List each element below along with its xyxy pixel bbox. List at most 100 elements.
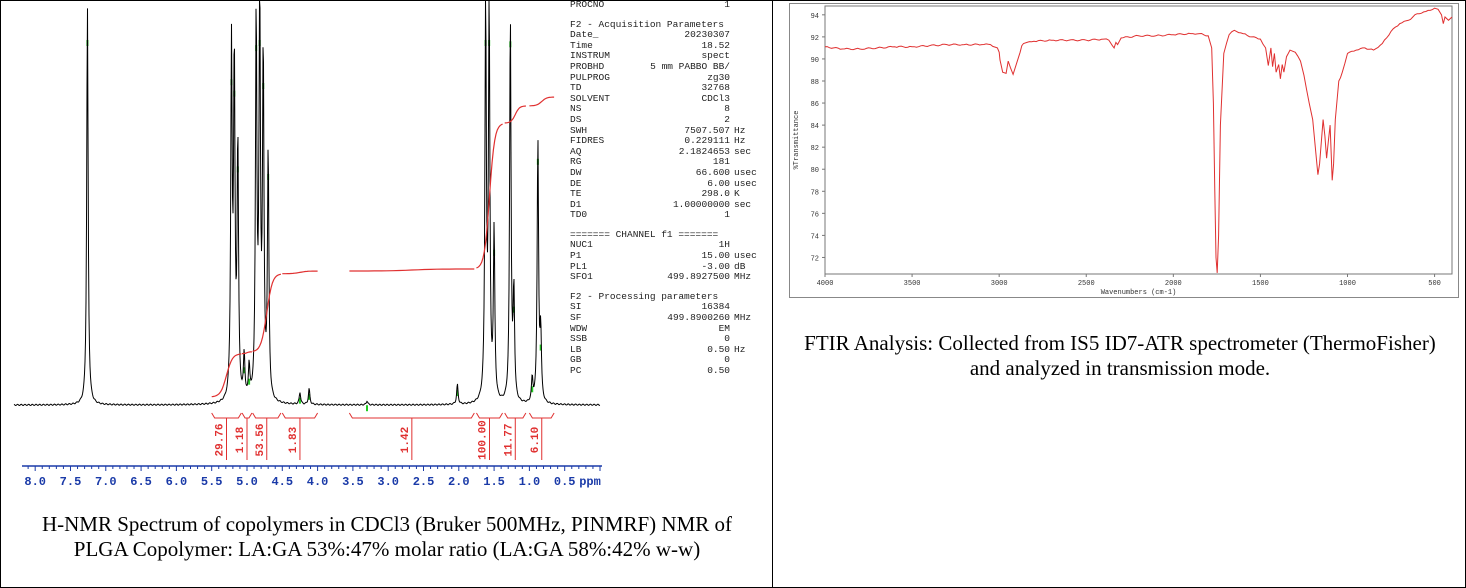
integral-bracket [476,413,502,418]
integral-label: 1.42 [400,427,412,453]
y-tick-label: 74 [811,233,819,241]
integral-bracket [349,413,474,418]
nmr-spectrum-line [14,0,600,406]
x-axis-label: ppm [579,475,601,489]
x-tick-label: 2.0 [448,475,470,489]
x-tick-label: 3.5 [342,475,364,489]
y-tick-label: 88 [811,79,819,87]
param-row: AQ 2.1824653 sec [570,147,765,158]
param-row: WDW EM [570,324,765,335]
param-unit [730,62,734,73]
x-tick-label: 0.5 [554,475,576,489]
param-unit [730,51,734,62]
ftir-caption: FTIR Analysis: Collected from IS5 ID7-AT… [790,331,1450,381]
integral-bracket [242,413,252,418]
param-unit: Hz [730,345,745,356]
acquisition-parameters: PROCNO 1 F2 - Acquisition Parameters Date… [570,0,765,400]
param-unit [730,355,734,366]
param-unit [730,30,734,41]
y-tick-label: 72 [811,255,819,263]
param-row: D1 1.00000000 sec [570,200,765,211]
param-value: 1.00000000 [632,200,730,211]
x-tick-label: 500 [1428,280,1441,288]
y-tick-label: 90 [811,57,819,65]
param-value: 66.600 [632,168,730,179]
x-tick-label: 4.5 [271,475,293,489]
param-value: 499.8900260 [632,313,730,324]
param-key: PC [570,366,632,377]
param-unit [730,115,734,126]
integral-bracket [212,413,242,418]
param-unit [730,83,734,94]
x-tick-label: 3000 [991,280,1008,288]
params-heading-processing: F2 - Processing parameters [570,292,765,303]
param-value: CDCl3 [632,94,730,105]
x-tick-label: 6.0 [166,475,188,489]
param-row: Date_ 20230307 [570,30,765,41]
param-key: DW [570,168,632,179]
param-value: 8 [632,104,730,115]
param-value: 5 mm PABBO BB/ [632,62,730,73]
param-unit [730,73,734,84]
param-row: PC 0.50 [570,366,765,377]
x-tick-label: 7.5 [60,475,82,489]
param-row: DW 66.600 usec [570,168,765,179]
param-value: 2 [632,115,730,126]
param-row: SFO1 499.8927500 MHz [570,272,765,283]
x-tick-label: 2.5 [413,475,435,489]
x-tick-label: 4.0 [307,475,329,489]
x-tick-label: 2500 [1078,280,1095,288]
integral-curve [529,97,554,106]
param-value: 0.50 [632,366,730,377]
param-row: DS 2 [570,115,765,126]
param-row: SF 499.8900260 MHz [570,313,765,324]
param-unit: MHz [730,313,751,324]
x-tick-label: 1.5 [483,475,505,489]
param-row: NS 8 [570,104,765,115]
x-tick-label: 4000 [817,280,834,288]
y-tick-label: 92 [811,35,819,43]
x-tick-label: 1000 [1339,280,1356,288]
integral-label: 100.00 [478,420,490,460]
params-heading-channel: ======= CHANNEL f1 ======= [570,230,765,241]
x-tick-label: 2000 [1165,280,1182,288]
param-unit [730,324,734,335]
param-row: GB 0 [570,355,765,366]
y-tick-label: 82 [811,145,819,153]
integral-label: 11.77 [503,423,515,456]
x-tick-label: 5.5 [201,475,223,489]
x-tick-label: 5.0 [236,475,258,489]
param-unit [730,0,734,11]
x-axis-label: Wavenumbers (cm-1) [1101,289,1177,297]
integral-label: 1.83 [288,426,300,453]
param-unit [730,104,734,115]
param-unit [730,41,734,52]
integral-bracket [529,413,554,418]
param-row: SOLVENT CDCl3 [570,94,765,105]
nmr-caption: H-NMR Spectrum of copolymers in CDCl3 (B… [14,512,760,562]
param-value: EM [632,324,730,335]
integral-label: 29.76 [215,423,227,456]
param-unit: sec [730,147,751,158]
ftir-spectrum-line [825,8,1452,273]
x-tick-label: 1500 [1252,280,1269,288]
y-axis-label: %Transmittance [793,111,801,170]
param-row: TD0 1 [570,210,765,221]
param-value: 0.50 [632,345,730,356]
x-tick-label: 1.0 [519,475,541,489]
param-value: 499.8927500 [632,272,730,283]
param-key: SFO1 [570,272,632,283]
y-tick-label: 78 [811,189,819,197]
param-key: PROBHD [570,62,632,73]
param-key: PROCNO [570,0,632,11]
param-value: 1 [632,0,730,11]
param-row: PROBHD 5 mm PABBO BB/ [570,62,765,73]
y-tick-label: 84 [811,123,819,131]
param-row: LB 0.50 Hz [570,345,765,356]
integral-label: 53.56 [255,423,267,456]
param-value: 1 [632,210,730,221]
param-key: TD0 [570,210,632,221]
integral-bracket [253,413,281,418]
x-tick-label: 6.5 [130,475,152,489]
param-key: DS [570,115,632,126]
